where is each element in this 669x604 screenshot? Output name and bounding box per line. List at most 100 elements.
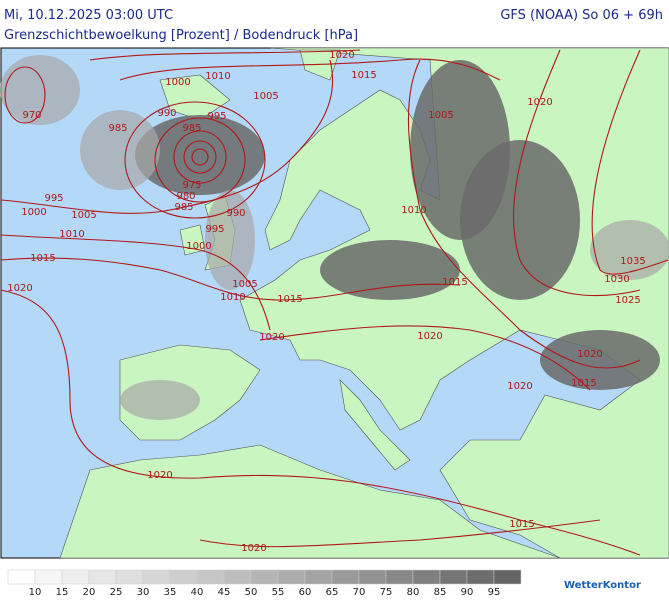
isobar: [119, 58, 501, 81]
cloud-area: [540, 330, 660, 390]
isobar-label: 995: [207, 111, 226, 122]
isobar-label: 1005: [71, 210, 96, 221]
isobar-label: 1015: [571, 378, 596, 389]
isobar-label: 1005: [253, 91, 278, 102]
legend-swatch: [34, 569, 63, 585]
isobar-label: 1030: [604, 274, 629, 285]
land: [339, 379, 411, 471]
land: [59, 444, 561, 559]
legend-label: 60: [299, 587, 312, 598]
legend-label: 55: [272, 587, 285, 598]
isobar-label: 985: [174, 202, 193, 213]
map-title: Grenzschichtbewoelkung [Prozent] / Boden…: [4, 28, 358, 43]
isobar-label: 1020: [329, 50, 354, 61]
isobar-label: 1015: [351, 70, 376, 81]
isobar-label: 985: [182, 123, 201, 134]
isobar: [513, 49, 641, 297]
model-run: GFS (NOAA) So 06 + 69h: [500, 8, 663, 23]
cloud-area: [590, 220, 669, 280]
isobar-label: 1005: [428, 110, 453, 121]
isobar-label: 1015: [277, 294, 302, 305]
isobar: [4, 66, 46, 124]
isobar: [199, 519, 601, 548]
isobar: [173, 130, 227, 184]
legend-label: 90: [461, 587, 474, 598]
isobar-label: 970: [22, 110, 41, 121]
legend-label: 15: [56, 587, 69, 598]
isobar-label: 990: [157, 108, 176, 119]
isobar: [591, 49, 669, 275]
map: 1020 1015 1010 1000 1005 990 995 985 970 985 1005 1…: [0, 47, 669, 559]
land: [299, 49, 341, 81]
isobar: [0, 257, 461, 301]
legend-swatch: [304, 569, 333, 585]
isobar-label: 1010: [220, 292, 245, 303]
isobar: [259, 325, 591, 391]
cloud-area: [120, 380, 200, 420]
isobar-label: 1020: [147, 470, 172, 481]
legend-label: 65: [326, 587, 339, 598]
cloud-area: [80, 110, 160, 190]
legend-swatch: [61, 569, 90, 585]
isobar-label: 1020: [417, 331, 442, 342]
isobar-label: 990: [226, 208, 245, 219]
isobar-label: 980: [176, 191, 195, 202]
legend-swatch: [142, 569, 171, 585]
date-time: Mi, 10.12.2025 03:00 UTC: [4, 8, 173, 23]
legend-swatch: [88, 569, 117, 585]
isobar-label: 1020: [241, 543, 266, 554]
legend-swatch: [466, 569, 495, 585]
isobar: [0, 59, 334, 214]
legend-swatch: [277, 569, 306, 585]
isobar-label: 1015: [30, 253, 55, 264]
isobar-label: 1020: [507, 381, 532, 392]
legend-label: 25: [110, 587, 123, 598]
cloud-area: [320, 240, 460, 300]
isobar-label: 985: [108, 123, 127, 134]
isobar: [154, 117, 246, 203]
isobar-label: 1000: [186, 241, 211, 252]
legend: 10 15 20 25 30 35 40 45 50 55 60 65 70 75 80 85 90 95: [7, 569, 522, 598]
legend-swatch: [331, 569, 360, 585]
isobar-label: 1015: [509, 519, 534, 530]
cloud-area: [0, 55, 80, 125]
legend-swatch: [115, 569, 144, 585]
legend-swatch: [169, 569, 198, 585]
isobar: [191, 148, 209, 166]
isobar-label: 1010: [401, 205, 426, 216]
legend-swatch: [223, 569, 252, 585]
isobar-label: 1020: [527, 97, 552, 108]
cloud-area: [205, 190, 255, 290]
isobar-label: 1015: [442, 277, 467, 288]
isobar-label: 1000: [165, 77, 190, 88]
isobar-label: 1005: [232, 279, 257, 290]
legend-label: 40: [191, 587, 204, 598]
legend-label: 80: [407, 587, 420, 598]
isobar: [0, 234, 271, 331]
isobar-label: 995: [44, 193, 63, 204]
isobar-label: 1020: [7, 283, 32, 294]
cloud-area: [135, 115, 265, 195]
legend-label: 85: [434, 587, 447, 598]
land: [159, 74, 231, 121]
isobar: [89, 49, 361, 61]
legend-swatch: [196, 569, 225, 585]
isobar-label: 1020: [577, 349, 602, 360]
cloud-area: [460, 140, 580, 300]
logo: WetterKontor: [564, 580, 641, 591]
isobar-label: 1020: [259, 332, 284, 343]
isobar: [407, 59, 641, 369]
legend-label: 30: [137, 587, 150, 598]
isobar-label: 1025: [615, 295, 640, 306]
isobar: [0, 289, 641, 556]
isobar: [124, 101, 266, 219]
legend-swatch: [250, 569, 279, 585]
legend-swatch: [439, 569, 468, 585]
isobar-label: 975: [182, 180, 201, 191]
legend-label: 10: [29, 587, 42, 598]
legend-swatch: [385, 569, 414, 585]
legend-label: 45: [218, 587, 231, 598]
legend-label: 20: [83, 587, 96, 598]
legend-swatch: [493, 569, 522, 585]
